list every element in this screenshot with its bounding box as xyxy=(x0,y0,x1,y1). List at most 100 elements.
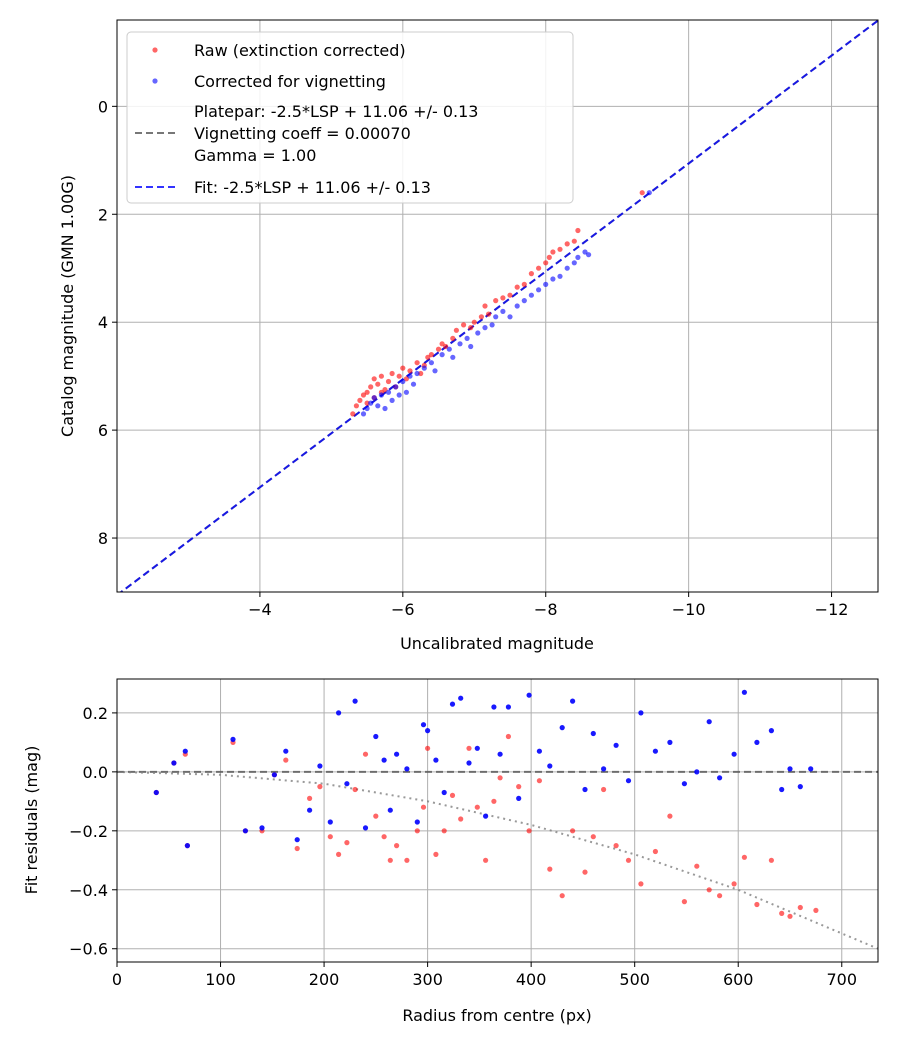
bottom-y-axis-label: Fit residuals (mag) xyxy=(22,746,41,895)
top-point-series-0 xyxy=(414,360,420,366)
bottom-point-series-0 xyxy=(570,828,576,834)
top-point-series-0 xyxy=(439,341,445,347)
top-point-series-0 xyxy=(478,314,484,320)
bottom-point-series-1 xyxy=(362,825,369,831)
bottom-point-series-0 xyxy=(483,857,489,863)
top-x-tick-label: −8 xyxy=(534,600,558,619)
bottom-point-series-0 xyxy=(344,840,350,846)
top-point-series-1 xyxy=(446,346,452,352)
bottom-point-series-0 xyxy=(387,857,393,863)
bottom-point-series-0 xyxy=(731,881,737,887)
top-point-series-0 xyxy=(403,376,409,382)
bottom-point-series-0 xyxy=(768,857,775,863)
top-point-series-1 xyxy=(571,260,577,266)
bottom-chart: 0 100 200 300 400 500 600 700 0.2 0.0 −0.2 −0.4 −0.… xyxy=(22,678,879,1025)
legend-box xyxy=(126,31,574,204)
bottom-scatter-points xyxy=(153,689,819,919)
top-point-series-1 xyxy=(457,341,463,347)
top-y-tick-label: 6 xyxy=(98,421,108,440)
top-point-series-0 xyxy=(375,381,381,387)
legend-label-fit: Fit: -2.5*LSP + 11.06 +/- 0.13 xyxy=(194,178,431,197)
bottom-point-series-0 xyxy=(373,813,379,819)
bottom-point-series-1 xyxy=(768,728,775,734)
top-point-series-0 xyxy=(536,265,542,271)
top-point-series-1 xyxy=(410,381,417,387)
top-point-series-0 xyxy=(428,352,434,358)
bottom-point-series-1 xyxy=(808,766,814,772)
top-point-series-0 xyxy=(371,376,377,382)
top-point-series-1 xyxy=(360,411,367,417)
bottom-point-series-0 xyxy=(754,901,760,908)
top-y-tick-label: 2 xyxy=(98,205,108,224)
top-point-series-1 xyxy=(528,292,535,298)
top-point-series-0 xyxy=(443,343,449,350)
top-point-series-1 xyxy=(586,252,592,258)
bottom-point-series-0 xyxy=(681,899,688,905)
top-point-series-0 xyxy=(400,365,406,371)
bottom-point-series-0 xyxy=(717,893,723,899)
bottom-point-series-0 xyxy=(797,904,803,911)
top-point-series-0 xyxy=(353,403,359,409)
bottom-point-series-1 xyxy=(536,748,543,754)
bottom-point-series-1 xyxy=(497,751,503,757)
bottom-point-series-0 xyxy=(694,863,700,869)
bottom-point-series-1 xyxy=(449,701,456,707)
bottom-point-series-1 xyxy=(559,725,565,731)
top-point-series-0 xyxy=(507,292,513,298)
bottom-reference-lines xyxy=(117,770,878,950)
bottom-point-series-0 xyxy=(362,751,369,757)
legend: Raw (extinction corrected) Corrected for… xyxy=(126,31,574,204)
top-point-series-1 xyxy=(428,360,434,366)
bottom-point-series-0 xyxy=(327,834,333,840)
bottom-point-series-0 xyxy=(458,816,464,822)
top-point-series-0 xyxy=(550,249,556,255)
bottom-point-series-1 xyxy=(336,710,342,716)
top-point-series-1 xyxy=(564,265,570,271)
top-point-series-1 xyxy=(378,392,384,398)
top-point-series-0 xyxy=(368,384,374,390)
top-x-axis-label: Uncalibrated magnitude xyxy=(400,634,594,653)
bottom-point-series-0 xyxy=(381,834,387,840)
bottom-point-series-1 xyxy=(294,837,300,843)
top-point-series-1 xyxy=(439,352,445,358)
top-point-series-0 xyxy=(575,227,581,234)
bottom-point-series-0 xyxy=(505,733,511,740)
bottom-plot-frame xyxy=(116,678,879,963)
top-x-tick-label: −10 xyxy=(672,600,706,619)
top-point-series-1 xyxy=(403,389,409,395)
top-point-series-1 xyxy=(414,370,420,377)
bottom-point-series-1 xyxy=(505,704,511,710)
bottom-point-series-1 xyxy=(387,807,393,813)
bottom-point-series-1 xyxy=(625,778,632,784)
bottom-point-series-0 xyxy=(516,784,522,790)
bottom-point-series-0 xyxy=(352,786,358,793)
bottom-point-series-1 xyxy=(516,795,522,802)
bottom-x-axis-label: Radius from centre (px) xyxy=(402,1006,591,1025)
top-point-series-0 xyxy=(396,373,402,379)
bottom-point-series-0 xyxy=(590,834,596,840)
top-x-axis-ticks: −4 −6 −8 −10 −12 xyxy=(248,592,848,619)
bottom-point-series-1 xyxy=(570,698,576,704)
bottom-point-series-1 xyxy=(373,733,379,740)
top-point-series-1 xyxy=(500,308,506,314)
bottom-point-series-1 xyxy=(466,760,472,766)
bottom-point-series-1 xyxy=(754,739,760,746)
bottom-point-series-1 xyxy=(797,784,803,790)
bottom-point-series-1 xyxy=(706,719,712,725)
bottom-x-tick-label: 700 xyxy=(826,970,857,989)
bottom-x-tick-label: 0 xyxy=(112,970,122,989)
bottom-point-series-0 xyxy=(294,845,300,852)
top-point-series-1 xyxy=(557,273,563,279)
top-point-series-0 xyxy=(564,241,570,247)
bottom-point-series-1 xyxy=(414,819,420,825)
top-point-series-1 xyxy=(389,397,395,403)
bottom-point-series-1 xyxy=(601,766,607,772)
top-point-series-0 xyxy=(350,411,356,417)
top-point-series-1 xyxy=(385,389,392,395)
bottom-gridlines xyxy=(116,679,878,962)
bottom-point-series-0 xyxy=(425,745,431,751)
top-y-tick-label: 8 xyxy=(98,529,108,548)
bottom-point-series-1 xyxy=(779,786,785,793)
bottom-x-tick-label: 600 xyxy=(723,970,754,989)
